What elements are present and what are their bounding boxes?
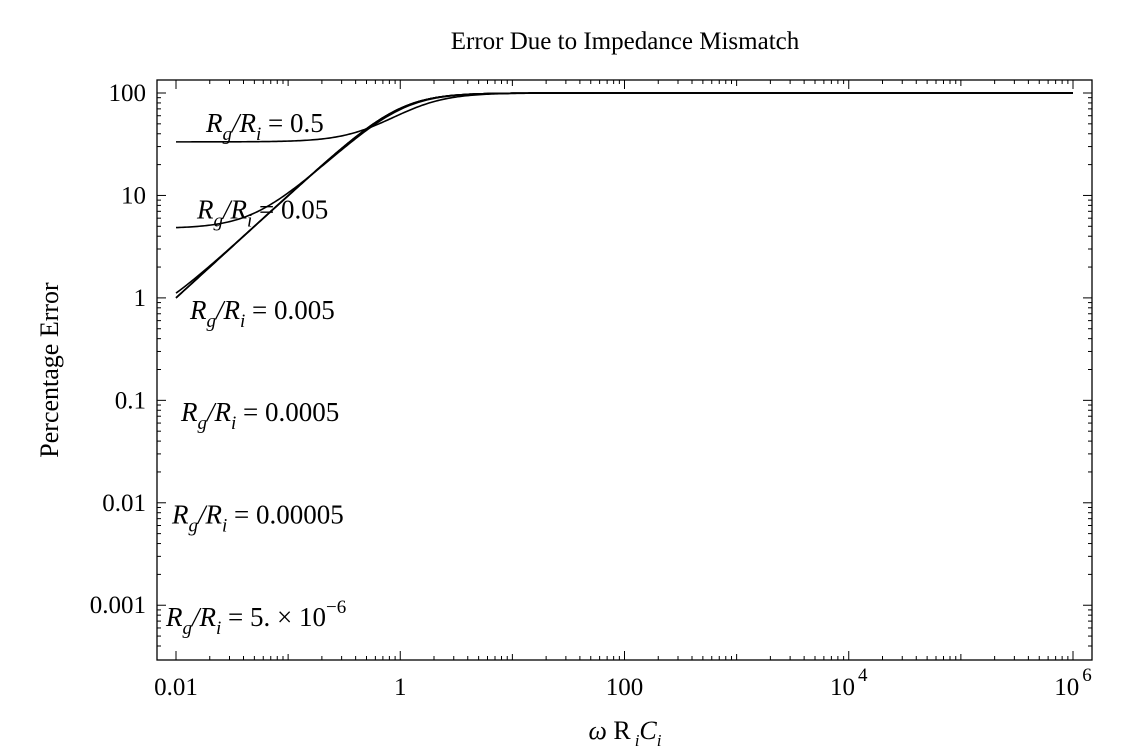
series-label: Rg/Ri = 0.5 — [205, 108, 324, 145]
series-label: Rg/Ri = 0.00005 — [171, 500, 344, 537]
x-tick-labels: 0.01 1 100 10 4 10 6 — [154, 665, 1092, 701]
x-axis-label-r: R — [613, 716, 631, 745]
x-tick-label: 100 — [606, 674, 644, 701]
chart-title: Error Due to Impedance Mismatch — [451, 28, 800, 55]
x-tick-label: 1 — [394, 674, 407, 701]
series-curves — [175, 92, 1073, 299]
x-tick-label: 10 6 — [1054, 665, 1092, 701]
series-label: Rg/Ri = 0.005 — [189, 295, 335, 332]
y-tick-label: 0.1 — [115, 387, 146, 414]
x-axis-label-omega: ω — [588, 716, 606, 745]
y-tick-label: 1 — [134, 285, 147, 312]
x-tick-label: 0.01 — [154, 674, 198, 701]
axis-ticks — [157, 80, 1092, 660]
y-tick-labels: 100 10 1 0.1 0.01 0.001 — [90, 80, 146, 619]
x-axis-label-c-sub: i — [657, 731, 662, 747]
x-tick-label: 10 4 — [830, 665, 868, 701]
y-tick-label: 100 — [109, 80, 147, 107]
series-line — [175, 92, 1073, 299]
x-axis-label-r-sub: i — [635, 731, 640, 747]
series-label: Rg/Ri = 0.0005 — [180, 397, 339, 434]
series-labels: Rg/Ri = 0.5 Rg/Ri = 0.05 Rg/Ri = 0.005 Rg/R… — [165, 108, 346, 639]
series-label: Rg/Ri = 0.05 — [196, 194, 328, 231]
plot-frame — [156, 79, 1093, 661]
x-axis-label-c: C — [639, 716, 657, 745]
series-label: Rg/Ri = 5. × 10−6 — [165, 597, 346, 639]
y-axis-label: Percentage Error — [35, 282, 64, 458]
y-tick-label: 0.01 — [102, 490, 146, 517]
y-tick-label: 0.001 — [90, 592, 146, 619]
y-tick-label: 10 — [121, 182, 146, 209]
